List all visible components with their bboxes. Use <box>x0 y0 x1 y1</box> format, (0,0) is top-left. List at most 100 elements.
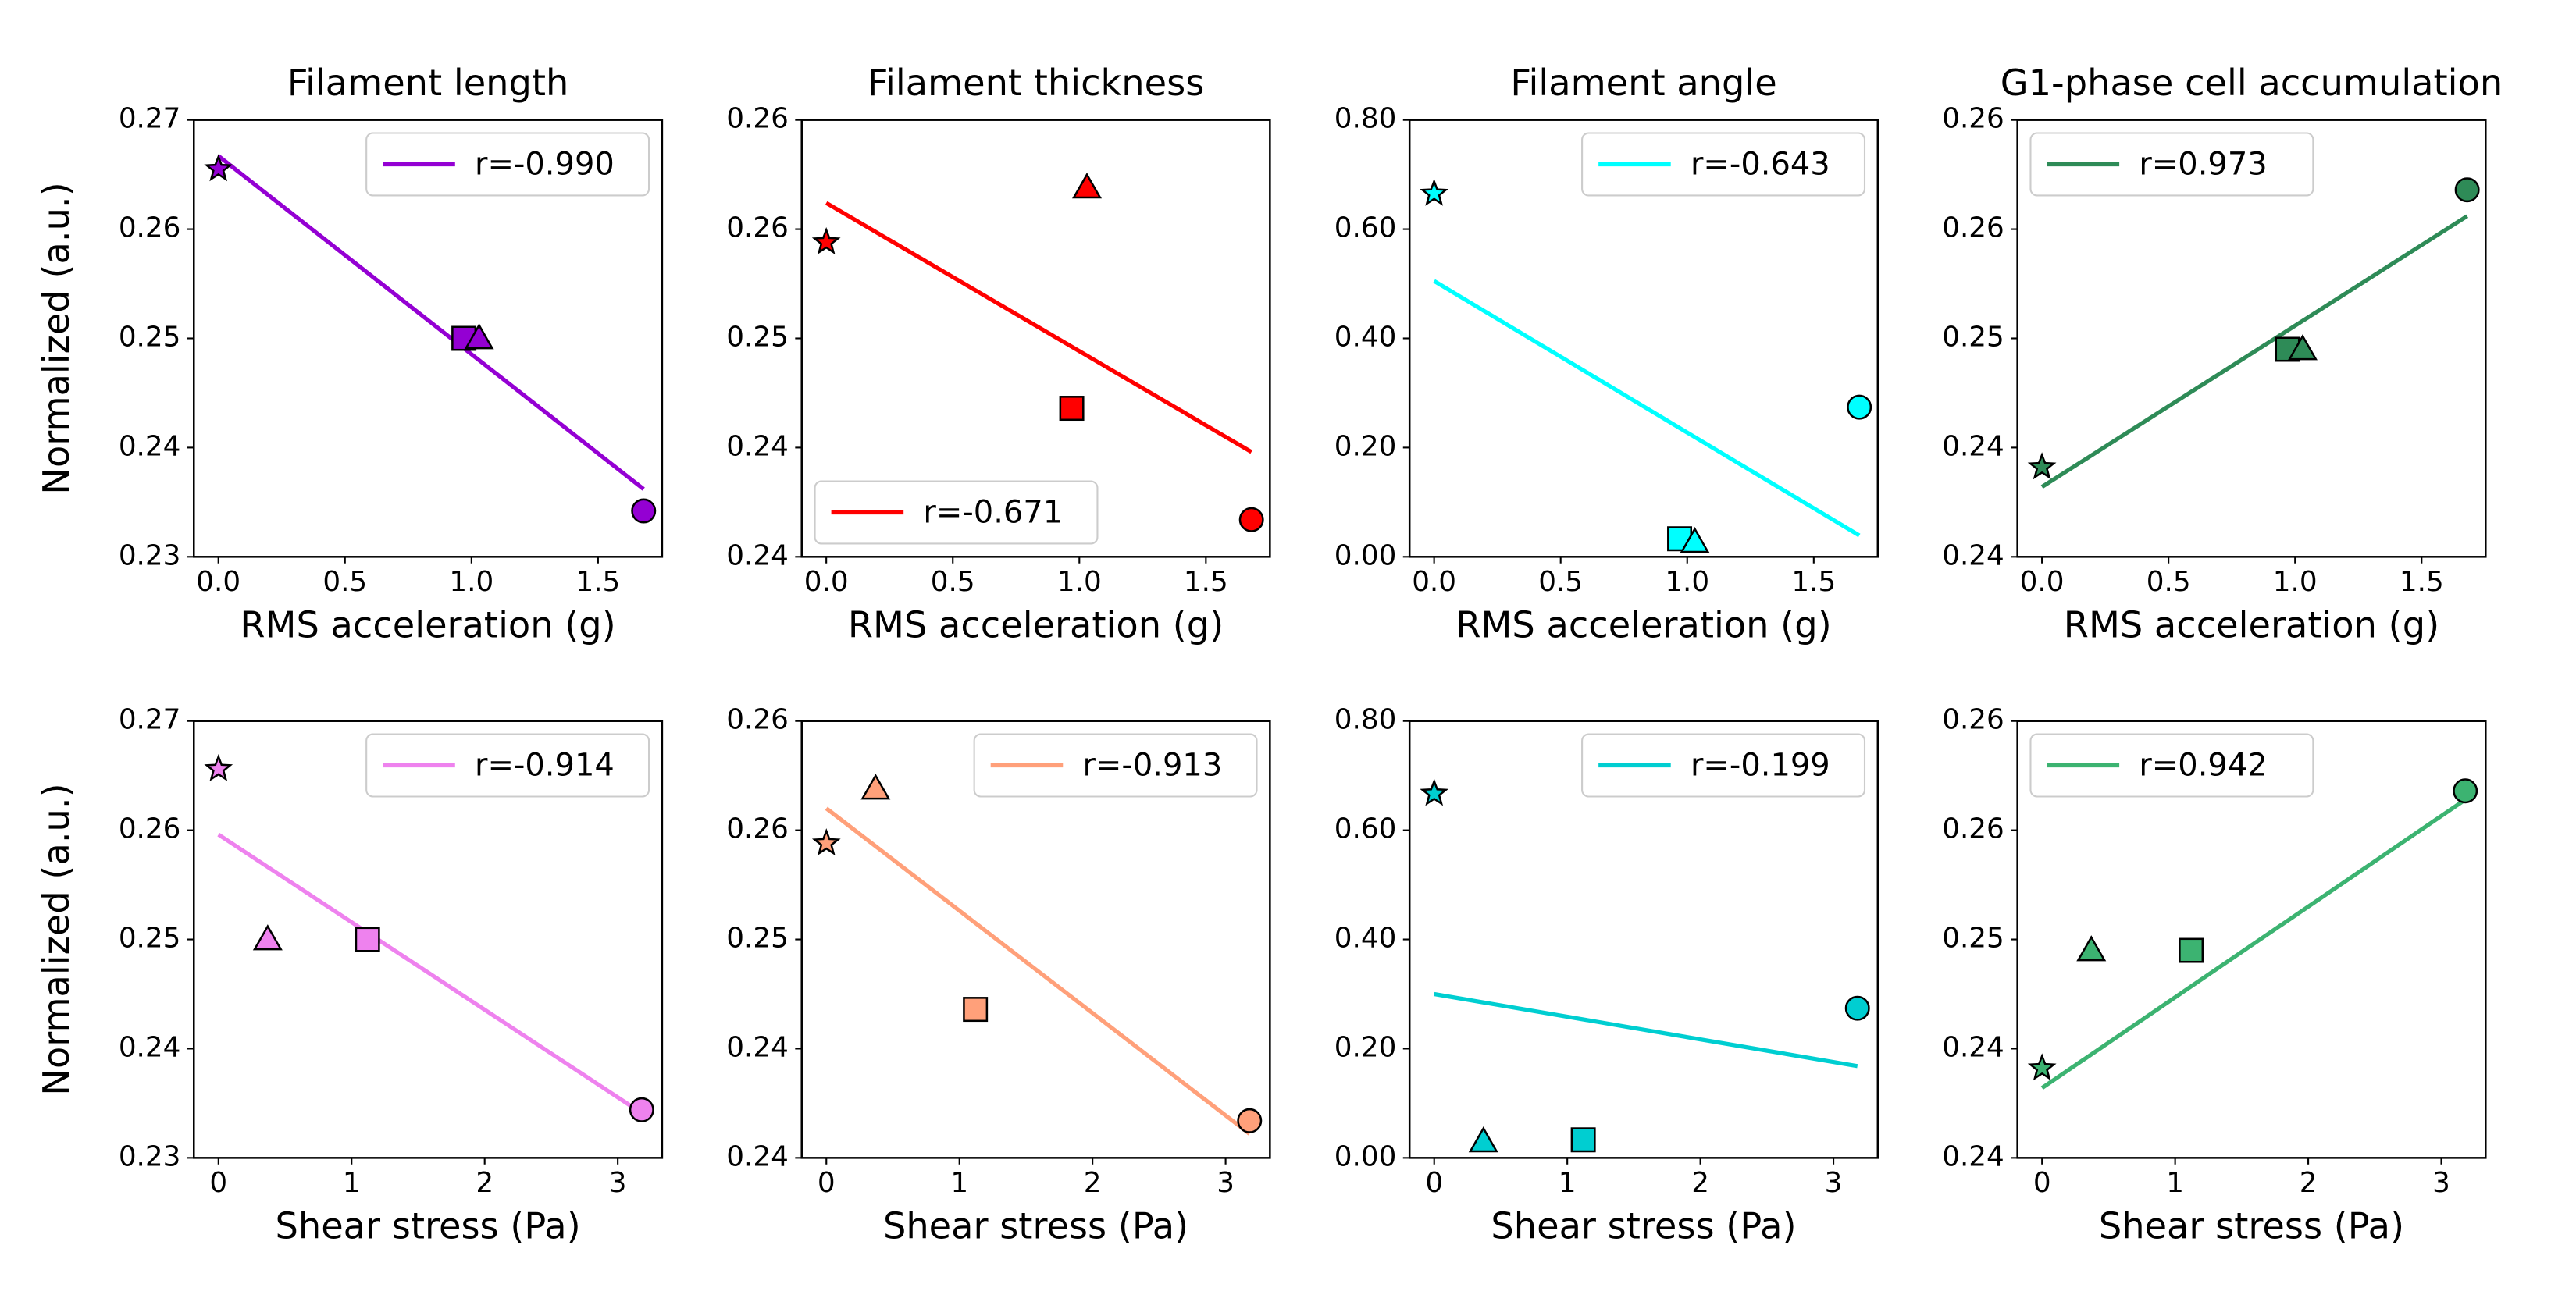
legend-label: r=-0.990 <box>475 147 615 183</box>
y-tick-label: 0.25 <box>1942 321 2004 353</box>
x-tick-label: 2 <box>1691 1167 1709 1199</box>
y-tick-label: 0.24 <box>726 430 789 462</box>
point <box>2027 452 2057 480</box>
x-tick-label: 0.0 <box>804 566 849 598</box>
fit-line <box>2040 214 2469 489</box>
y-tick-label: 0.25 <box>119 923 181 955</box>
point <box>2287 334 2318 361</box>
x-tick-label: 0 <box>1425 1167 1443 1199</box>
x-tick-label: 3 <box>1217 1167 1235 1199</box>
x-axis-label: Shear stress (Pa) <box>276 1204 581 1247</box>
fit-line <box>825 201 1253 454</box>
y-tick-label: 0.24 <box>726 539 789 571</box>
legend-box <box>365 132 650 197</box>
legend-label: r=-0.199 <box>1691 748 1830 784</box>
x-tick-label: 1.0 <box>1665 566 1709 598</box>
point <box>2076 935 2107 962</box>
x-axis-label: Shear stress (Pa) <box>2099 1204 2404 1247</box>
point <box>464 323 494 350</box>
y-tick-label: 0.24 <box>119 430 181 462</box>
x-tick-label: 2 <box>1084 1167 1102 1199</box>
point <box>1570 1127 1596 1153</box>
x-tick-label: 0.0 <box>2020 566 2065 598</box>
fit-line <box>825 806 1251 1136</box>
y-tick-label: 0.25 <box>726 321 789 353</box>
y-tick-label: 0.26 <box>119 813 181 845</box>
point <box>204 753 233 781</box>
subplot-title: G1-phase cell accumulation <box>2001 62 2503 104</box>
y-tick-label: 0.26 <box>1942 813 2004 845</box>
axes-frame <box>193 119 664 558</box>
x-tick-label: 1.5 <box>1791 566 1836 598</box>
y-tick-label: 0.00 <box>1334 539 1397 571</box>
legend-label: r=-0.671 <box>923 495 1063 531</box>
fit-line <box>2040 798 2467 1090</box>
y-tick-label: 0.24 <box>1942 539 2004 571</box>
legend-box <box>2029 733 2314 798</box>
y-tick-label: 0.24 <box>1942 430 2004 462</box>
y-tick-label: 0.24 <box>1942 1031 2004 1063</box>
subplot-title: Filament thickness <box>868 62 1205 104</box>
axes-frame <box>2016 720 2487 1159</box>
x-tick-label: 1.5 <box>575 566 620 598</box>
axes-frame <box>800 119 1271 558</box>
axes-frame <box>1408 119 1879 558</box>
legend-label: r=-0.643 <box>1691 147 1830 183</box>
y-tick-label: 0.23 <box>119 1140 181 1172</box>
x-axis-label: RMS acceleration (g) <box>1455 603 1831 646</box>
point <box>1072 173 1103 199</box>
point <box>355 927 380 952</box>
y-axis-label: Normalized (a.u.) <box>35 783 77 1095</box>
x-tick-label: 3 <box>2432 1167 2450 1199</box>
y-tick-label: 0.40 <box>1334 923 1397 955</box>
point <box>631 498 657 524</box>
fit-line <box>1434 991 1858 1069</box>
axes-frame <box>800 720 1271 1159</box>
x-tick-label: 1.5 <box>1184 566 1228 598</box>
y-tick-label: 0.60 <box>1334 813 1397 845</box>
x-tick-label: 0.5 <box>1538 566 1583 598</box>
x-tick-label: 0.0 <box>1412 566 1456 598</box>
point <box>1059 396 1085 422</box>
legend-box <box>1581 733 1866 798</box>
axes-frame <box>1408 720 1879 1159</box>
y-tick-label: 0.26 <box>1942 103 2004 135</box>
x-tick-label: 0.5 <box>2147 566 2191 598</box>
point <box>629 1097 654 1122</box>
x-tick-label: 0.0 <box>196 566 240 598</box>
legend-label: r=0.973 <box>2139 147 2267 183</box>
x-tick-label: 1.0 <box>449 566 493 598</box>
point <box>1420 178 1449 206</box>
x-tick-label: 3 <box>609 1167 627 1199</box>
y-tick-label: 0.27 <box>119 103 181 135</box>
point <box>1237 1108 1263 1133</box>
x-tick-label: 2 <box>2300 1167 2318 1199</box>
point <box>2027 1053 2057 1081</box>
x-axis-label: RMS acceleration (g) <box>848 603 1224 646</box>
legend-box <box>2029 132 2314 197</box>
x-tick-label: 0.5 <box>931 566 975 598</box>
point <box>2454 177 2480 203</box>
x-axis-label: Shear stress (Pa) <box>1491 1204 1796 1247</box>
x-tick-label: 1.5 <box>2400 566 2444 598</box>
x-tick-label: 1.0 <box>1057 566 1102 598</box>
x-tick-label: 1 <box>2166 1167 2184 1199</box>
fit-line <box>217 154 645 491</box>
y-tick-label: 0.00 <box>1334 1140 1397 1172</box>
y-tick-label: 0.26 <box>1942 704 2004 736</box>
legend-box <box>365 733 650 798</box>
x-axis-label: RMS acceleration (g) <box>2064 603 2439 646</box>
x-tick-label: 0 <box>209 1167 227 1199</box>
axes-frame <box>2016 119 2487 558</box>
y-tick-label: 0.23 <box>119 539 181 571</box>
y-tick-label: 0.26 <box>726 103 789 135</box>
point <box>204 154 233 182</box>
y-tick-label: 0.25 <box>726 923 789 955</box>
subplot-title: Filament length <box>287 62 568 104</box>
axes-frame <box>193 720 664 1159</box>
y-tick-label: 0.26 <box>726 212 789 244</box>
point <box>1468 1126 1498 1153</box>
fit-line <box>1433 279 1861 538</box>
